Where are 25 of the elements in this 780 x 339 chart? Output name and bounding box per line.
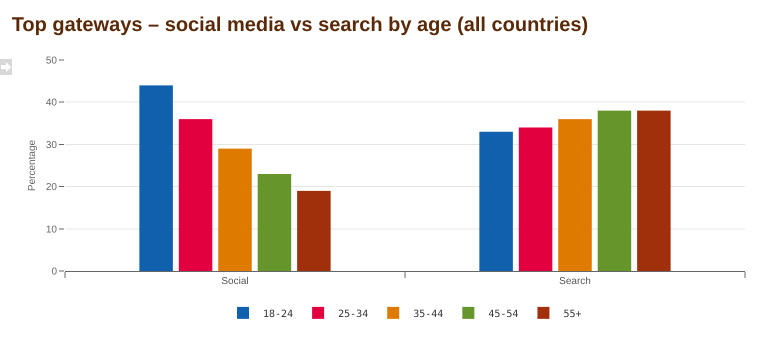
chart-title: Top gateways – social media vs search by age (all countries)	[12, 14, 588, 36]
x-tick-label: Social	[221, 276, 249, 287]
legend-label: 25-34	[338, 308, 368, 320]
bar	[637, 110, 671, 271]
legend-label: 18-24	[263, 308, 294, 320]
bar	[598, 110, 632, 271]
bar	[518, 128, 552, 271]
bar	[479, 132, 513, 271]
y-tick-label: 30	[46, 140, 58, 151]
bar	[218, 148, 252, 271]
bar	[297, 190, 331, 271]
y-tick-label: 20	[46, 182, 58, 194]
legend-label: 35-44	[413, 308, 444, 320]
legend-label: 55+	[563, 308, 582, 320]
bar	[139, 85, 173, 271]
bar	[178, 119, 212, 271]
y-tick-label: 0	[51, 266, 58, 278]
y-tick-label: 50	[46, 56, 58, 66]
y-tick-label: 40	[46, 98, 58, 109]
x-tick-label: Search	[559, 276, 591, 287]
y-axis-title: Percentage	[26, 139, 38, 192]
y-tick-label: 10	[46, 224, 58, 236]
legend-label: 45-54	[488, 308, 518, 320]
bar	[258, 174, 292, 271]
bar	[558, 119, 592, 271]
